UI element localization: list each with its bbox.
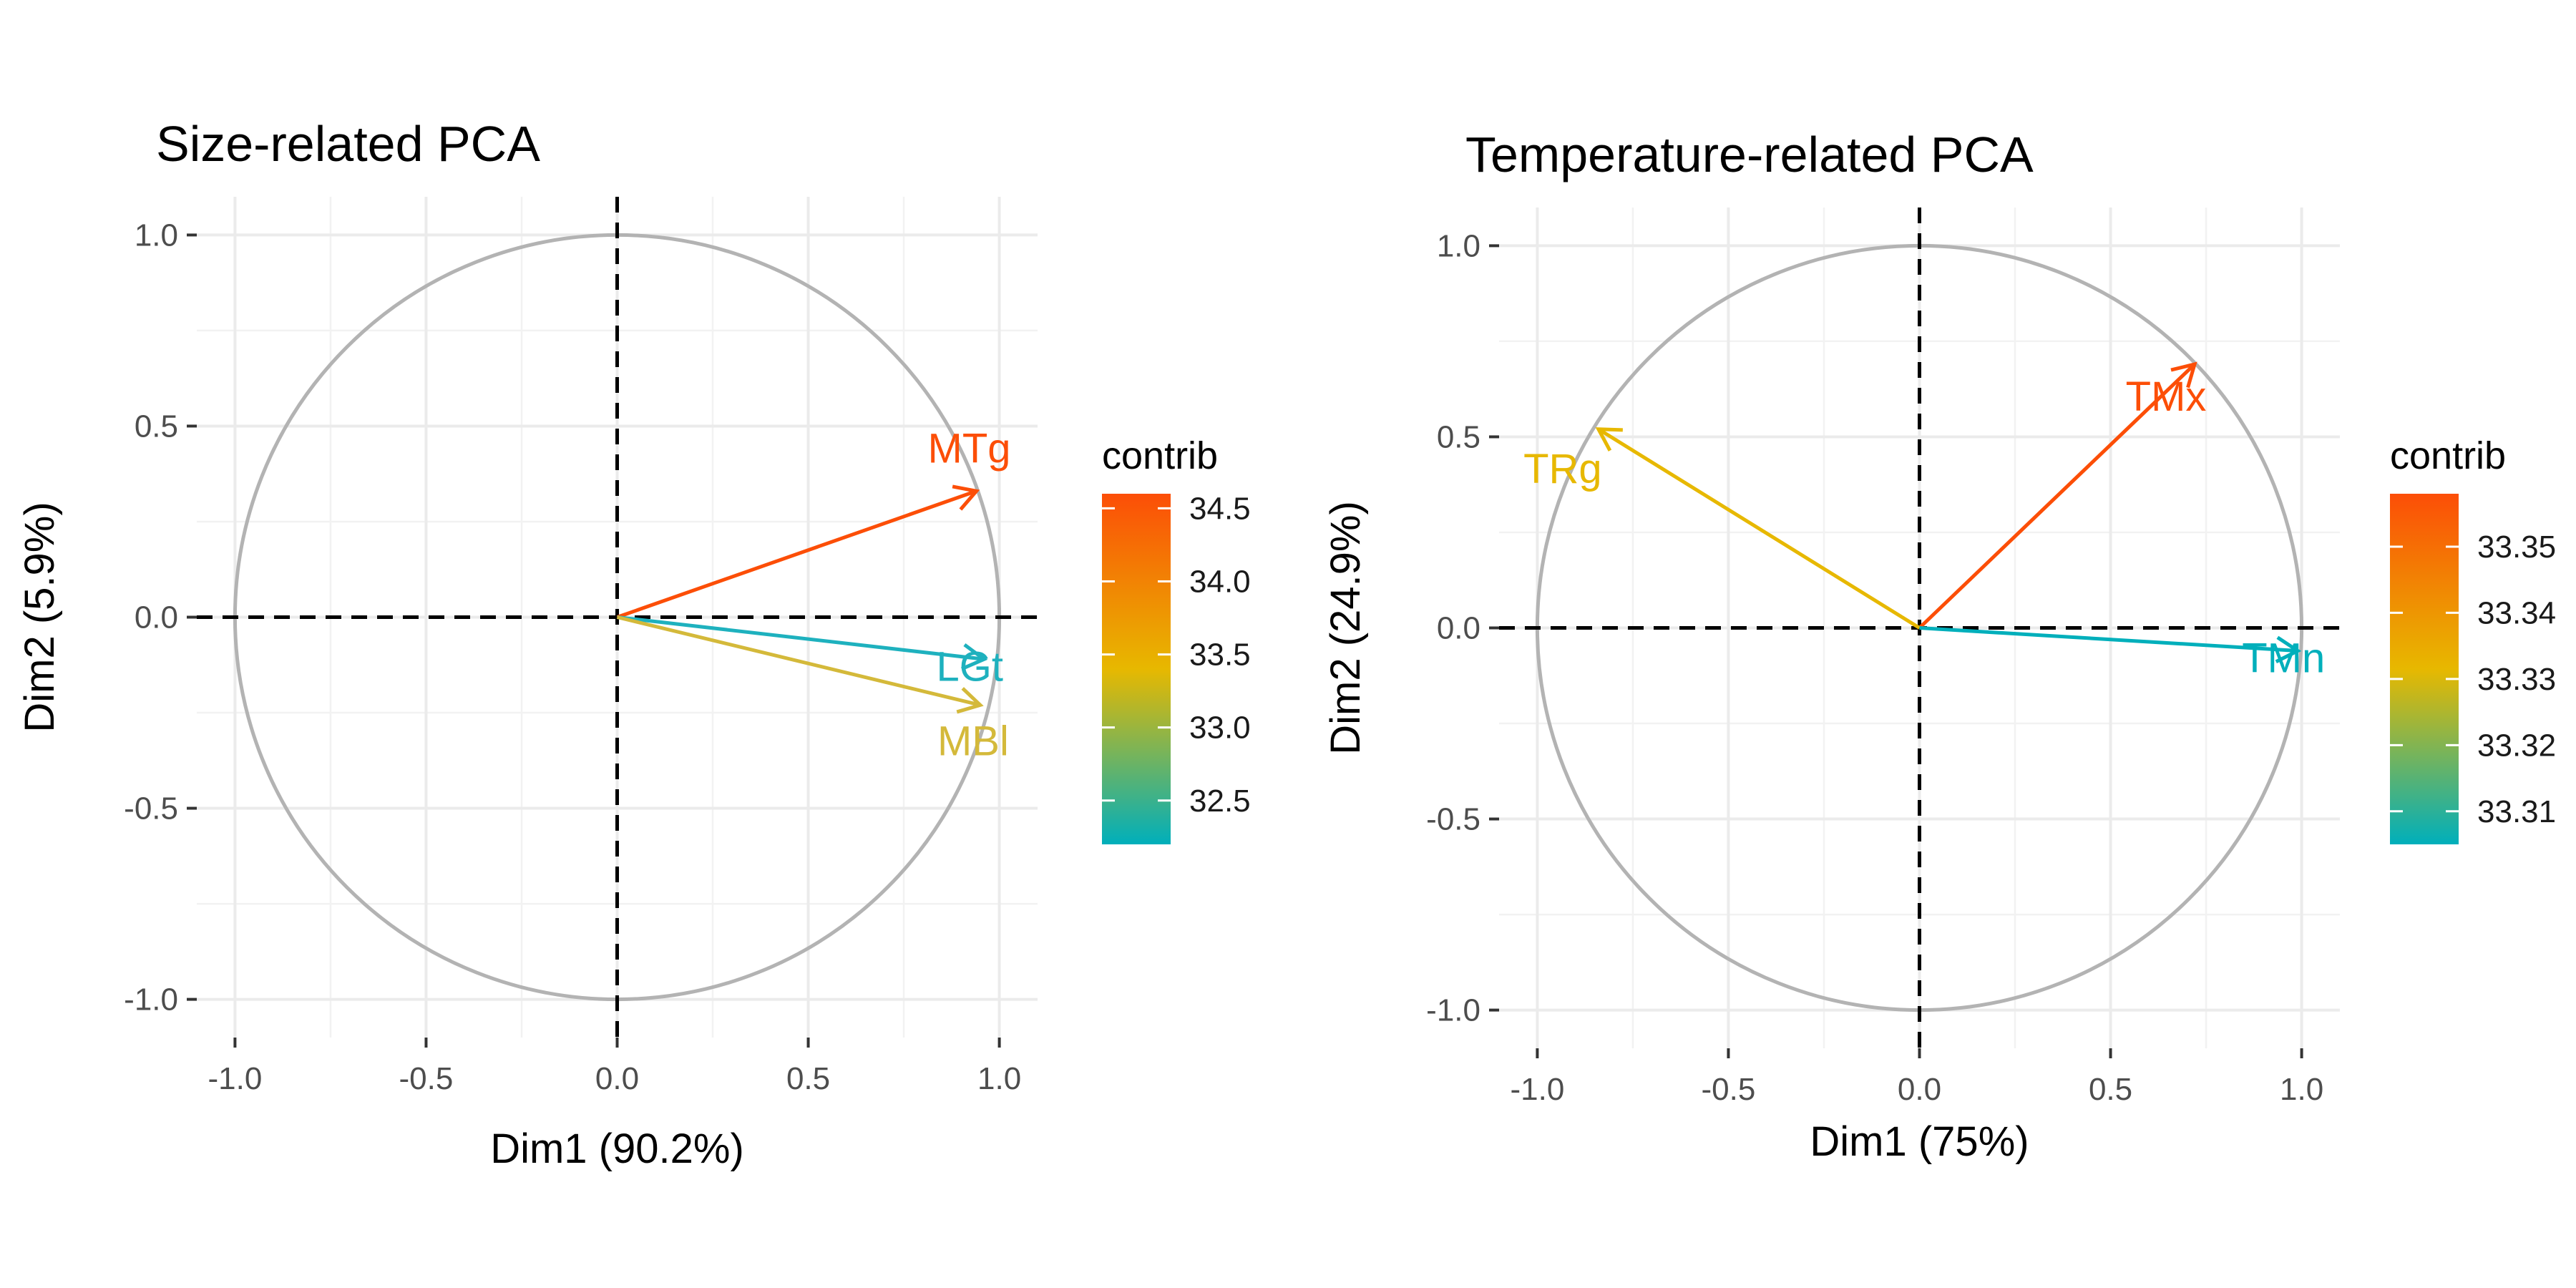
x-tick-label: 0.5 bbox=[786, 1061, 830, 1096]
variable-label-trg: TRg bbox=[1523, 446, 1602, 492]
x-tick-label: 1.0 bbox=[2280, 1072, 2323, 1107]
variable-label-mbl: MBl bbox=[937, 718, 1009, 764]
y-tick-label: -0.5 bbox=[124, 791, 178, 826]
x-tick-label: -1.0 bbox=[208, 1061, 262, 1096]
legend-tick-label: 33.35 bbox=[2477, 530, 2556, 565]
variable-label-lgt: LGt bbox=[936, 643, 1003, 690]
variable-arrowhead-tmn bbox=[2275, 635, 2302, 663]
y-tick-label: 1.0 bbox=[1437, 228, 1480, 263]
y-tick-label: 0.5 bbox=[1437, 419, 1480, 454]
x-tick-label: 0.0 bbox=[1898, 1072, 1941, 1107]
pca-panel-2: -1.0 -0.5 0.0 0.5 1.0 -1.0 -0.5 0.0 0.5 1.0 Temper… bbox=[1322, 127, 2556, 1165]
legend-tick-label: 33.32 bbox=[2477, 728, 2556, 763]
x-tick-label: -1.0 bbox=[1510, 1072, 1564, 1107]
legend-title: contrib bbox=[1102, 434, 1218, 477]
legend-contrib: contrib 32.5 33.0 33.5 34.0 34.5 bbox=[1102, 434, 1251, 844]
legend-contrib: contrib 33.31 33.32 33.33 33.34 33.35 bbox=[2390, 434, 2556, 844]
legend-colorbar bbox=[2390, 494, 2459, 844]
legend-tick-label: 33.5 bbox=[1189, 638, 1251, 673]
legend-colorbar bbox=[1102, 494, 1171, 844]
legend-title: contrib bbox=[2390, 434, 2506, 477]
variable-arrowhead-tmx bbox=[2170, 361, 2197, 389]
variable-arrowhead-mtg bbox=[952, 484, 980, 511]
variable-arrowhead-trg bbox=[1595, 427, 1623, 452]
x-tick-label: 0.0 bbox=[595, 1061, 639, 1096]
variable-arrowhead-lgt bbox=[961, 643, 988, 671]
y-tick-label: -1.0 bbox=[1426, 993, 1480, 1028]
y-tick-label: 0.0 bbox=[135, 600, 178, 635]
y-axis-title: Dim2 (24.9%) bbox=[1322, 501, 1369, 755]
pca-panel-1: -1.0 -0.5 0.0 0.5 1.0 -1.0 -0.5 0.0 0.5 1.0 Size-r… bbox=[16, 116, 1251, 1172]
x-tick-label: -0.5 bbox=[399, 1061, 454, 1096]
variable-label-mtg: MTg bbox=[928, 425, 1011, 472]
y-tick-label: 1.0 bbox=[135, 218, 178, 253]
legend-tick-label: 33.31 bbox=[2477, 794, 2556, 829]
x-axis-title: Dim1 (75%) bbox=[1810, 1118, 2029, 1165]
variable-arrow-mbl bbox=[616, 615, 981, 707]
chart-title: Temperature-related PCA bbox=[1465, 127, 2034, 182]
variable-arrow-tmn bbox=[1919, 626, 2298, 653]
y-axis-title: Dim2 (5.9%) bbox=[16, 502, 63, 732]
chart-title: Size-related PCA bbox=[156, 116, 540, 172]
y-tick-label: -1.0 bbox=[124, 982, 178, 1018]
legend-tick-label: 32.5 bbox=[1189, 784, 1251, 819]
y-tick-label: 0.0 bbox=[1437, 611, 1480, 646]
x-tick-label: -0.5 bbox=[1702, 1072, 1756, 1107]
variable-arrowhead-mbl bbox=[956, 687, 984, 714]
variable-arrow-trg bbox=[1597, 427, 1921, 630]
variable-arrow-tmx bbox=[1918, 363, 2196, 630]
legend-tick-label: 34.0 bbox=[1189, 565, 1251, 600]
legend-tick-label: 33.0 bbox=[1189, 711, 1251, 746]
x-axis-title: Dim1 (90.2%) bbox=[490, 1126, 744, 1172]
legend-tick-label: 33.33 bbox=[2477, 662, 2556, 697]
legend-tick-label: 33.34 bbox=[2477, 595, 2556, 630]
variable-label-tmx: TMx bbox=[2126, 374, 2207, 420]
y-tick-label: -0.5 bbox=[1426, 802, 1480, 837]
variable-arrow-mtg bbox=[616, 489, 977, 619]
x-tick-label: 0.5 bbox=[2089, 1072, 2132, 1107]
variable-arrow-lgt bbox=[617, 615, 985, 661]
legend-tick-label: 34.5 bbox=[1189, 491, 1251, 526]
variable-label-tmn: TMn bbox=[2242, 635, 2325, 682]
y-tick-label: 0.5 bbox=[135, 409, 178, 444]
x-tick-label: 1.0 bbox=[977, 1061, 1021, 1096]
